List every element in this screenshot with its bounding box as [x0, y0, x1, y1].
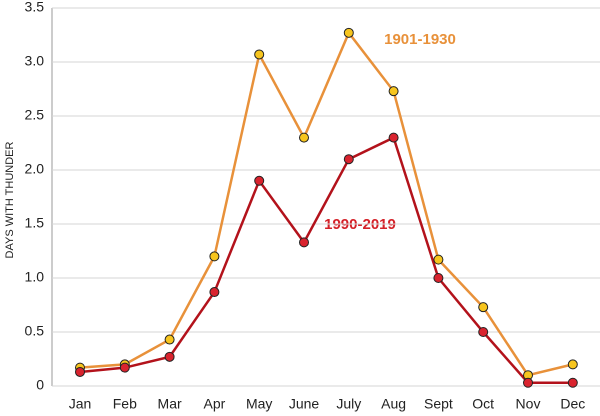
y-tick-label: 2.0	[25, 161, 45, 177]
point	[567, 377, 578, 388]
y-tick-label: 0	[36, 377, 44, 393]
series-label: 1901-1930	[384, 31, 456, 48]
x-tick-label: Oct	[472, 396, 494, 412]
point	[75, 366, 85, 377]
y-tick-label: 1.0	[25, 269, 45, 285]
y-axis-title: DAYS WITH THUNDER	[4, 141, 16, 258]
x-tick-label: Jan	[69, 396, 92, 412]
series-line	[79, 135, 573, 385]
x-tick-label: June	[289, 396, 320, 412]
point	[209, 287, 220, 298]
point	[164, 351, 175, 362]
point	[478, 327, 489, 337]
x-tick-label: Feb	[113, 396, 137, 412]
point	[164, 334, 175, 345]
y-tick-label: 3.0	[25, 53, 45, 69]
point	[343, 27, 354, 38]
point	[299, 237, 309, 248]
x-tick-label: Aug	[381, 396, 406, 412]
x-tick-label: Dec	[560, 396, 585, 412]
x-tick-label: Apr	[204, 396, 226, 412]
y-tick-label: 3.5	[25, 0, 45, 15]
point	[254, 175, 265, 186]
x-tick-label: July	[336, 396, 361, 412]
point	[209, 251, 220, 262]
x-tick-label: May	[246, 396, 272, 412]
point	[523, 377, 533, 388]
point	[119, 362, 130, 373]
series-line	[79, 30, 574, 377]
point	[388, 86, 399, 97]
point	[478, 302, 489, 313]
point	[299, 132, 309, 143]
point	[433, 273, 444, 283]
point	[567, 359, 578, 370]
x-tick-label: Sept	[424, 396, 453, 412]
point	[388, 132, 399, 143]
point	[433, 254, 444, 265]
x-tick-label: Mar	[158, 396, 182, 412]
x-tick-label: Nov	[516, 396, 541, 412]
point	[343, 154, 354, 165]
point	[254, 49, 265, 60]
y-tick-label: 2.5	[25, 107, 45, 123]
y-tick-label: 0.5	[25, 323, 45, 339]
y-tick-label: 1.5	[25, 215, 45, 231]
